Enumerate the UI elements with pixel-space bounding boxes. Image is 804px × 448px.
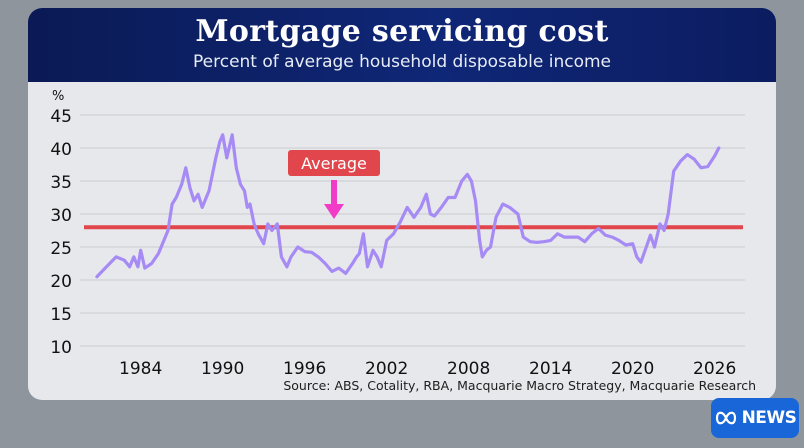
x-tick-label: 2020	[611, 359, 654, 379]
y-tick-label: 25	[50, 239, 72, 259]
y-axis-ticks: 10 15 20 25 30 35 40 45	[50, 107, 72, 358]
y-tick-label: 40	[50, 140, 72, 160]
source-note: Source: ABS, Cotality, RBA, Macquarie Ma…	[283, 378, 756, 393]
gridlines	[80, 114, 745, 347]
average-label: Average	[301, 154, 367, 173]
y-tick-label: 30	[50, 206, 72, 226]
average-label-box	[288, 150, 380, 176]
y-tick-label: 35	[50, 173, 72, 193]
y-axis-unit-label: %	[52, 89, 64, 104]
series-line-mortgage-cost	[95, 133, 721, 279]
x-tick-label: 2026	[693, 359, 736, 379]
chart-subtitle: Percent of average household disposable …	[193, 52, 611, 72]
x-tick-label: 2014	[529, 359, 572, 379]
y-tick-label: 20	[50, 272, 72, 292]
x-tick-label: 2002	[365, 359, 408, 379]
average-callout: Average	[288, 150, 380, 219]
chart-frame: Mortgage servicing cost Percent of avera…	[28, 8, 776, 400]
chart-title: Mortgage servicing cost	[195, 14, 609, 49]
logo-text: NEWS	[741, 408, 797, 428]
x-tick-label: 2008	[447, 359, 490, 379]
x-axis-ticks: 1984 1990 1996 2002 2008 2014 2020 2026	[119, 359, 736, 379]
y-tick-label: 45	[50, 107, 72, 127]
y-tick-label: 15	[50, 305, 72, 325]
x-tick-label: 1990	[201, 359, 244, 379]
y-tick-label: 10	[50, 338, 72, 358]
abc-news-logo: NEWS	[711, 398, 799, 438]
chart-header: Mortgage servicing cost Percent of avera…	[28, 8, 776, 82]
abc-lissajous-icon	[715, 411, 736, 425]
x-tick-label: 1996	[283, 359, 326, 379]
down-arrow-icon	[324, 180, 344, 219]
x-tick-label: 1984	[119, 359, 162, 379]
